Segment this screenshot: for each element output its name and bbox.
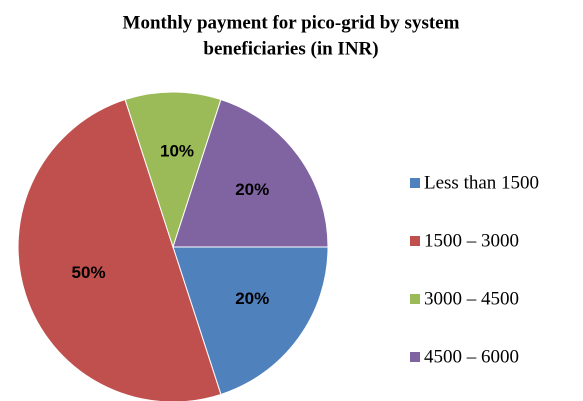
legend-label: Less than 1500 bbox=[424, 172, 539, 193]
legend-label: 1500 – 3000 bbox=[424, 230, 519, 251]
data-label: 50% bbox=[72, 263, 106, 282]
pie-slice bbox=[124, 91, 222, 249]
legend-swatch bbox=[410, 352, 420, 362]
legend-label: 4500 – 6000 bbox=[424, 346, 519, 367]
legend-swatch bbox=[410, 178, 420, 188]
pie-slice bbox=[172, 98, 329, 248]
legend-swatch bbox=[410, 294, 420, 304]
legend-swatch bbox=[410, 236, 420, 246]
legend-label: 3000 – 4500 bbox=[424, 288, 519, 309]
pie-slice bbox=[172, 246, 329, 396]
chart-title: beneficiaries (in INR) bbox=[203, 38, 378, 59]
data-label: 10% bbox=[160, 141, 194, 160]
chart-title: Monthly payment for pico-grid by system bbox=[123, 12, 460, 33]
data-label: 20% bbox=[235, 289, 269, 308]
data-label: 20% bbox=[235, 180, 269, 199]
